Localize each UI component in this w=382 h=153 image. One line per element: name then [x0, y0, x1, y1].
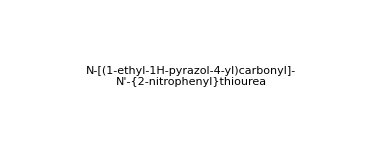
Text: N-[(1-ethyl-1H-pyrazol-4-yl)carbonyl]-
N'-{2-nitrophenyl}thiourea: N-[(1-ethyl-1H-pyrazol-4-yl)carbonyl]- N… — [86, 66, 296, 87]
